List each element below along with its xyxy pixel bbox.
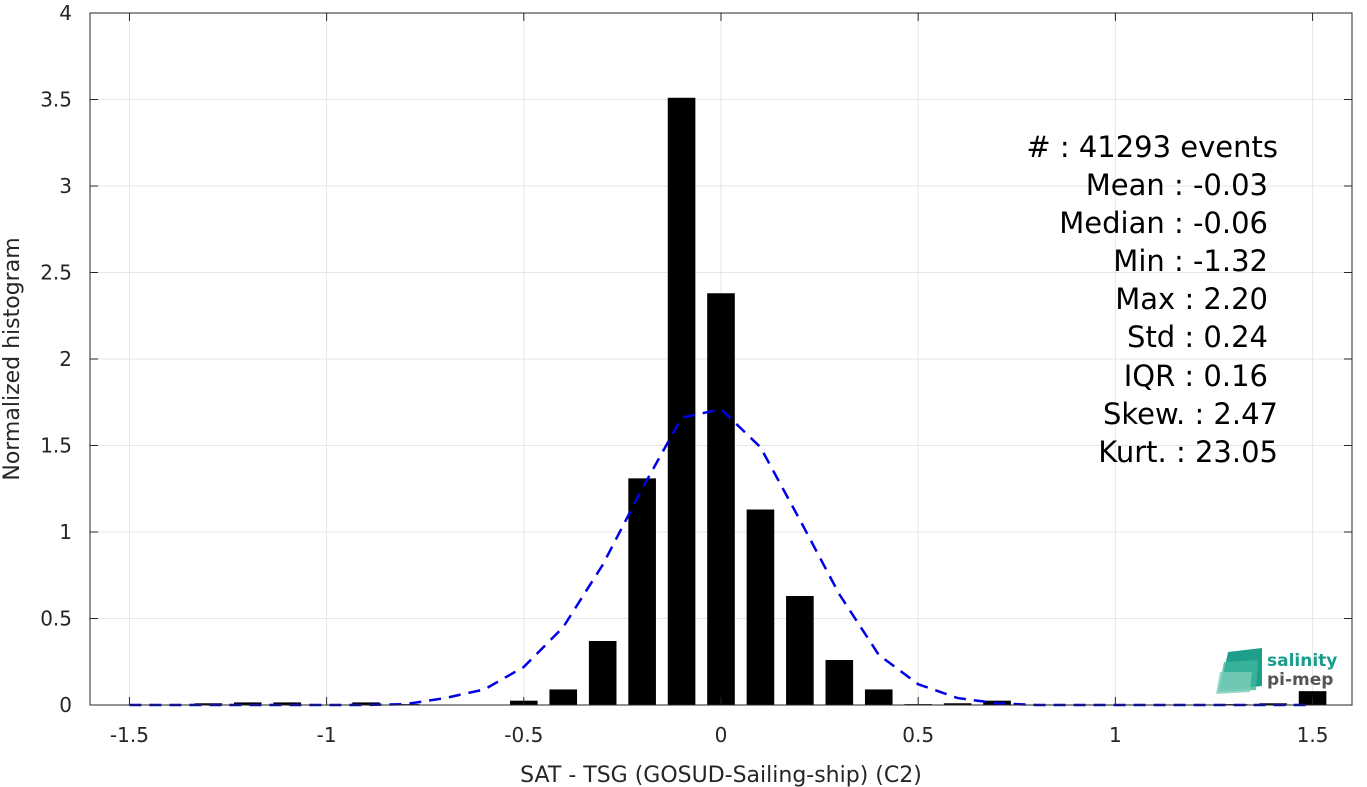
- y-tick-label: 0: [59, 693, 72, 717]
- logo-wave-icon-3: [1216, 672, 1252, 694]
- stat-std: Std : 0.24: [1127, 320, 1268, 354]
- y-tick-label: 1: [59, 520, 72, 544]
- stat-kurt: Kurt. : 23.05: [1098, 435, 1278, 469]
- x-axis-ticks: -1.5 -1 -0.5 0 0.5 1 1.5: [110, 13, 1329, 747]
- y-tick-label: 4: [59, 1, 72, 25]
- x-tick-label: 1: [1109, 723, 1122, 747]
- y-tick-label: 0.5: [40, 607, 72, 631]
- statistics-annotation: # : 41293 events Mean : -0.03 Median : -…: [1026, 130, 1278, 469]
- stat-min: Min : -1.32: [1113, 244, 1268, 278]
- x-tick-label: 1.5: [1297, 723, 1329, 747]
- y-tick-label: 2.5: [40, 261, 72, 285]
- histogram-bar: [746, 509, 775, 705]
- y-tick-label: 2: [59, 347, 72, 371]
- stat-skew: Skew. : 2.47: [1103, 397, 1278, 431]
- x-tick-label: -1: [317, 723, 337, 747]
- stat-mean: Mean : -0.03: [1086, 168, 1268, 202]
- histogram-bar: [588, 640, 617, 705]
- grid-lines: [90, 12, 1352, 706]
- histogram-bar: [233, 702, 262, 705]
- histogram-bar: [273, 702, 301, 705]
- histogram-bar: [943, 703, 972, 705]
- stat-max: Max : 2.20: [1115, 282, 1268, 316]
- x-tick-label: 0.5: [902, 723, 934, 747]
- histogram-bar: [1259, 703, 1287, 705]
- histogram-bar: [667, 97, 696, 705]
- y-tick-label: 3.5: [40, 88, 72, 112]
- x-tick-label: 0: [715, 723, 728, 747]
- x-tick-label: -1.5: [110, 723, 149, 747]
- histogram-bar: [707, 293, 735, 705]
- y-tick-label: 1.5: [40, 434, 72, 458]
- x-axis-label: SAT - TSG (GOSUD-Sailing-ship) (C2): [520, 763, 922, 787]
- histogram-bar: [628, 478, 656, 705]
- logo-text-salinity: salinity: [1267, 651, 1337, 671]
- histogram-bars: [194, 97, 1327, 705]
- y-tick-label: 3: [59, 174, 72, 198]
- y-axis-label: Normalized histogram: [0, 237, 25, 480]
- y-axis-ticks: 0 0.5 1 1.5 2 2.5 3 3.5 4: [40, 1, 1352, 717]
- stat-iqr: IQR : 0.16: [1124, 359, 1268, 393]
- stat-median: Median : -0.06: [1059, 206, 1268, 240]
- histogram-bar: [786, 596, 814, 705]
- stat-events: # : 41293 events: [1026, 130, 1278, 164]
- histogram-bar: [549, 689, 578, 705]
- histogram-bar: [352, 702, 380, 705]
- histogram-bar: [825, 660, 854, 705]
- histogram-bar: [194, 703, 223, 705]
- x-tick-label: -0.5: [504, 723, 543, 747]
- logo-text-pi-mep: pi-mep: [1267, 670, 1333, 690]
- salinity-pi-mep-logo: salinity pi-mep: [1216, 648, 1337, 694]
- histogram-bar: [864, 689, 893, 705]
